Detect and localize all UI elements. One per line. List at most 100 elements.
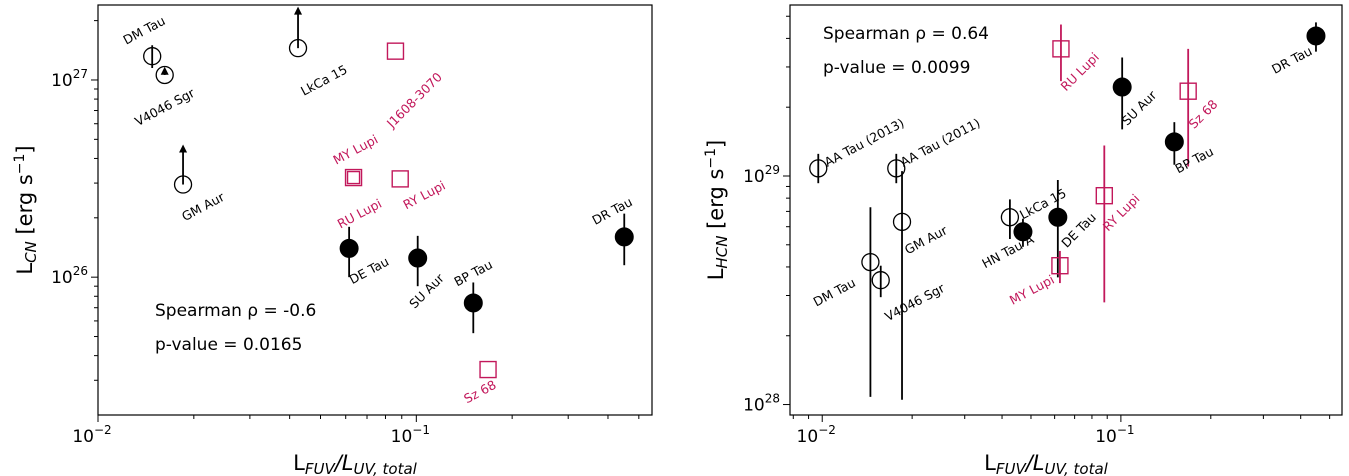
data-point: DM Tau [120,13,168,69]
open-square-marker [1095,186,1114,205]
y-tick-exponent: 29 [765,163,780,177]
point-label: DR Tau [1269,43,1314,77]
point-label: AA Tau (2013) [822,115,907,170]
open-circle-marker [143,47,162,66]
y-tick-base: 10 [743,396,765,416]
open-circle-marker [155,65,174,85]
data-point: MY Lupi [1007,250,1069,308]
open-square-marker [391,170,409,188]
plot-frame [97,4,653,416]
upper-limit-arrow [179,144,188,153]
y-axis-label: LCN [erg s−1] [12,145,40,274]
open-circle-marker [288,39,308,58]
x-tick-label: 10−2 [72,423,111,447]
data-point: RU Lupi [335,170,384,232]
point-label: RY Lupi [1100,191,1143,234]
data-point: GM Aur [173,144,228,224]
data-point: AA Tau (2013) [809,115,907,184]
point-label: LkCa 15 [298,62,350,99]
pvalue-text: p-value = 0.0165 [155,335,302,355]
data-point: BP Tau [451,257,495,334]
x-tick-base: 10 [797,427,819,447]
pvalue-text: p-value = 0.0099 [823,58,970,78]
y-tick-base: 10 [51,71,73,91]
data-point: V4046 Sgr [871,265,948,324]
x-tick-base: 10 [391,427,413,447]
point-label: V4046 Sgr [132,85,197,129]
y-tick-exponent: 27 [73,67,88,81]
x-tick-label: 10−1 [391,423,430,447]
data-point: DR Tau [589,194,635,266]
point-label: DE Tau [347,254,392,287]
y-tick-label: 1027 [51,67,88,91]
open-square-marker [1051,257,1069,275]
x-tick-base: 10 [72,427,94,447]
filled-circle-marker [1112,77,1132,97]
open-circle-marker [1000,208,1020,227]
filled-circle-marker [463,293,483,313]
point-label: GM Aur [179,189,227,224]
open-square-marker [1179,82,1197,100]
open-square-marker [479,360,497,379]
data-point: SU Aur [406,235,448,311]
y-tick-exponent: 26 [73,264,88,278]
filled-circle-marker [1013,222,1033,242]
data-point: MY Lupi [331,132,381,187]
filled-circle-marker [408,248,428,268]
point-label: MY Lupi [1007,272,1057,308]
x-tick-label: 10−2 [797,423,836,447]
open-circle-marker [809,159,828,178]
spearman-text: Spearman ρ = 0.64 [823,24,989,44]
y-tick-label: 1028 [743,392,780,416]
point-label: DM Tau [120,13,167,48]
point-label: V4046 Sgr [882,280,947,324]
data-point: RY Lupi [1095,145,1143,303]
point-label: DM Tau [811,275,858,310]
x-tick-label: 10−1 [1095,423,1134,447]
open-square-marker [344,168,363,187]
y-tick-base: 10 [51,268,73,288]
open-square-marker [346,170,361,185]
data-point: V4046 Sgr [132,65,198,129]
plot-frame [789,4,1343,416]
point-label: RU Lupi [335,196,384,232]
y-tick-label: 1029 [743,163,780,187]
open-circle-marker [861,252,880,272]
filled-circle-marker [1306,26,1326,46]
y-tick-base: 10 [743,167,765,187]
y-tick-exponent: 28 [765,392,780,406]
x-tick-exponent: −2 [818,423,836,437]
open-circle-marker [173,175,193,194]
filled-circle-marker [339,238,359,258]
x-tick-exponent: −1 [412,423,430,437]
upper-limit-arrow [160,66,169,75]
data-point: BP Tau [1164,122,1216,176]
point-label: DR Tau [589,194,634,228]
y-tick-label: 1026 [51,264,88,288]
open-square-marker [1052,40,1070,58]
point-label: Sz 68 [1186,97,1221,132]
y-axis-label: LHCN [erg s−1] [703,140,731,281]
open-square-marker [386,42,405,60]
data-point: DE Tau [339,226,392,287]
data-point: Sz 68 [461,360,499,406]
point-label: MY Lupi [331,132,381,168]
filled-circle-marker [1048,207,1068,227]
x-axis-label: LFUV/LUV, total [293,451,418,476]
filled-circle-marker [614,227,634,247]
data-point: RU Lupi [1052,24,1102,94]
point-label: RU Lupi [1058,49,1102,93]
filled-circle-marker [1164,132,1184,152]
point-label: SU Aur [406,270,447,311]
x-tick-base: 10 [1095,427,1117,447]
data-point: DR Tau [1269,22,1326,77]
point-label: Sz 68 [461,377,498,406]
x-axis-label: LFUV/LUV, total [984,451,1109,476]
point-label: AA Tau (2011) [898,115,983,170]
data-point: DM Tau [811,207,880,397]
data-point: RY Lupi [391,170,448,212]
point-label: J1608-3070 [383,69,445,131]
x-tick-exponent: −1 [1117,423,1135,437]
